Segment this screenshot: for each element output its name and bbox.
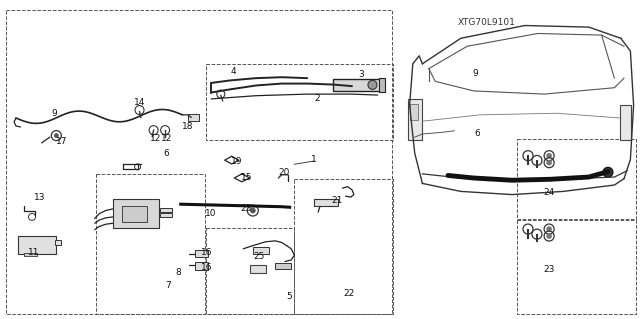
- Text: 24: 24: [543, 189, 555, 197]
- Bar: [188, 114, 199, 121]
- Text: 22: 22: [343, 289, 355, 298]
- Text: 14: 14: [134, 98, 145, 107]
- Text: 5: 5: [287, 292, 292, 301]
- Circle shape: [547, 160, 552, 165]
- Text: 6: 6: [164, 149, 169, 158]
- Text: 19: 19: [231, 157, 243, 166]
- Circle shape: [54, 134, 58, 137]
- Bar: [24, 253, 37, 256]
- Bar: [379, 78, 385, 92]
- Bar: [275, 263, 291, 269]
- Bar: [18, 236, 56, 254]
- Text: 9: 9: [473, 69, 478, 78]
- Circle shape: [547, 234, 552, 239]
- Bar: [160, 213, 172, 217]
- Text: XTG70L9101: XTG70L9101: [458, 18, 515, 26]
- Circle shape: [547, 226, 552, 232]
- Circle shape: [603, 167, 613, 177]
- Bar: [333, 79, 381, 91]
- Text: 13: 13: [34, 193, 45, 202]
- Bar: [122, 206, 147, 222]
- Bar: [113, 199, 159, 228]
- Bar: [160, 208, 172, 212]
- Text: 17: 17: [56, 137, 68, 146]
- Bar: [206, 64, 393, 140]
- Bar: [206, 228, 294, 314]
- Bar: [517, 139, 636, 219]
- Text: 15: 15: [241, 173, 252, 182]
- Bar: [6, 10, 392, 314]
- Circle shape: [250, 208, 255, 213]
- Bar: [195, 250, 208, 257]
- Text: 16: 16: [201, 263, 212, 272]
- Text: 2: 2: [315, 94, 320, 103]
- Text: 6: 6: [474, 130, 479, 138]
- Bar: [314, 199, 338, 206]
- Text: 1: 1: [311, 155, 316, 164]
- Text: 20: 20: [278, 168, 290, 177]
- Text: 21: 21: [332, 197, 343, 205]
- Bar: [55, 240, 61, 245]
- Circle shape: [547, 153, 552, 158]
- Text: 3: 3: [359, 70, 364, 79]
- Bar: [294, 179, 393, 314]
- Bar: [620, 105, 631, 140]
- Text: 12: 12: [161, 134, 173, 143]
- Bar: [410, 104, 418, 120]
- Text: 7: 7: [165, 281, 170, 290]
- Circle shape: [368, 80, 377, 89]
- Bar: [195, 262, 208, 270]
- Bar: [408, 99, 422, 140]
- Bar: [517, 220, 636, 314]
- Text: 4: 4: [231, 67, 236, 76]
- Text: 10: 10: [205, 209, 217, 218]
- Text: 18: 18: [182, 122, 194, 130]
- Text: 8: 8: [175, 268, 180, 277]
- Text: 23: 23: [543, 265, 555, 274]
- Bar: [253, 247, 269, 254]
- Text: 12: 12: [150, 134, 161, 143]
- Bar: [250, 265, 266, 273]
- Bar: [96, 174, 205, 314]
- Text: 11: 11: [28, 248, 39, 256]
- Text: 25: 25: [253, 252, 265, 261]
- Text: 9: 9: [51, 109, 56, 118]
- Text: 25: 25: [241, 204, 252, 213]
- Text: 16: 16: [201, 248, 212, 256]
